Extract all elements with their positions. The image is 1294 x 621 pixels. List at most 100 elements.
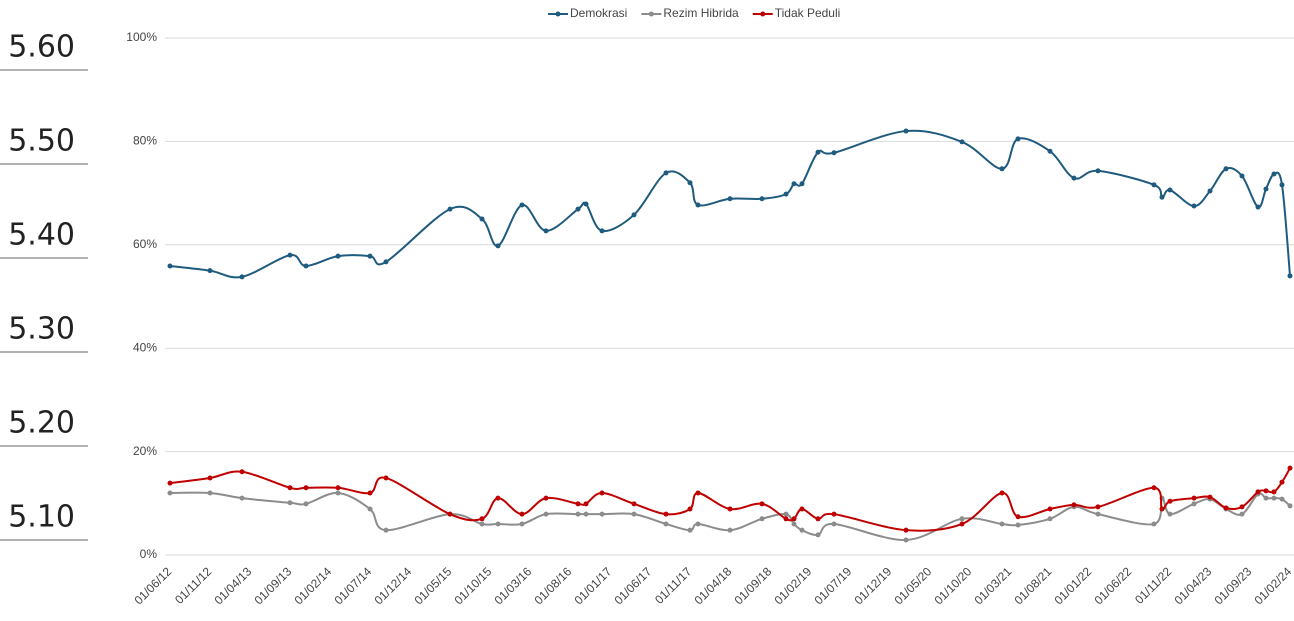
data-point — [792, 181, 797, 186]
data-point — [1000, 521, 1005, 526]
data-point — [168, 481, 173, 486]
legend-label: Rezim Hibrida — [663, 6, 739, 20]
data-point — [288, 500, 293, 505]
x-tick-label: 01/11/12 — [172, 564, 215, 607]
data-point — [384, 475, 389, 480]
data-point — [1272, 496, 1277, 501]
data-point — [664, 512, 669, 517]
data-point — [1152, 485, 1157, 490]
data-point — [240, 469, 245, 474]
data-point — [1160, 195, 1165, 200]
chart: 5.605.505.405.305.205.100%20%40%60%80%10… — [0, 0, 1294, 621]
data-point — [1168, 512, 1173, 517]
x-tick-label: 01/04/18 — [691, 564, 734, 607]
data-point — [1192, 496, 1197, 501]
data-point — [1096, 504, 1101, 509]
data-point — [336, 490, 341, 495]
data-point — [448, 207, 453, 212]
x-tick-label: 01/07/19 — [811, 564, 854, 607]
data-point — [1208, 189, 1213, 194]
x-tick-label: 01/01/17 — [571, 564, 614, 607]
data-point — [304, 263, 309, 268]
data-point — [1264, 186, 1269, 191]
data-point — [496, 496, 501, 501]
background-label: 5.30 — [8, 312, 75, 347]
x-tick-label: 01/09/18 — [731, 564, 774, 607]
x-tick-label: 01/02/24 — [1251, 564, 1294, 607]
data-point — [728, 528, 733, 533]
data-point — [288, 485, 293, 490]
x-tick-label: 01/06/12 — [131, 564, 174, 607]
data-point — [584, 512, 589, 517]
data-point — [688, 180, 693, 185]
data-point — [792, 516, 797, 521]
data-point — [496, 243, 501, 248]
x-tick-label: 01/05/20 — [891, 564, 934, 607]
y-tick-label: 0% — [140, 547, 158, 561]
data-point — [336, 254, 341, 259]
data-point — [1016, 523, 1021, 528]
data-point — [800, 506, 805, 511]
y-tick-label: 100% — [126, 30, 157, 44]
data-point — [1048, 506, 1053, 511]
data-point — [1168, 499, 1173, 504]
data-point — [1192, 204, 1197, 209]
data-point — [1168, 187, 1173, 192]
data-point — [1256, 489, 1261, 494]
legend-label: Tidak Peduli — [775, 6, 841, 20]
data-point — [520, 202, 525, 207]
x-tick-label: 01/05/15 — [411, 564, 454, 607]
data-point — [1288, 273, 1293, 278]
data-point — [600, 228, 605, 233]
data-point — [576, 207, 581, 212]
data-point — [832, 512, 837, 517]
data-point — [1208, 495, 1213, 500]
data-point — [544, 496, 549, 501]
data-point — [632, 212, 637, 217]
y-tick-label: 60% — [133, 237, 157, 251]
data-point — [832, 150, 837, 155]
y-tick-label: 20% — [133, 444, 157, 458]
x-tick-label: 01/04/23 — [1171, 564, 1214, 607]
data-point — [696, 490, 701, 495]
data-point — [208, 490, 213, 495]
data-point — [600, 512, 605, 517]
data-point — [304, 501, 309, 506]
data-point — [520, 512, 525, 517]
data-point — [792, 521, 797, 526]
data-point — [1152, 521, 1157, 526]
data-point — [1280, 182, 1285, 187]
data-point — [760, 516, 765, 521]
data-point — [1264, 488, 1269, 493]
data-point — [544, 228, 549, 233]
data-point — [1240, 512, 1245, 517]
data-point — [1096, 168, 1101, 173]
background-label: 5.50 — [8, 124, 75, 159]
data-point — [1272, 489, 1277, 494]
data-point — [800, 528, 805, 533]
data-point — [480, 521, 485, 526]
data-point — [1096, 512, 1101, 517]
data-point — [688, 506, 693, 511]
data-point — [368, 490, 373, 495]
x-tick-label: 01/08/21 — [1011, 564, 1054, 607]
data-point — [368, 506, 373, 511]
data-point — [960, 521, 965, 526]
data-point — [696, 202, 701, 207]
data-point — [1256, 205, 1261, 210]
data-point — [240, 274, 245, 279]
data-point — [584, 201, 589, 206]
data-point — [1048, 516, 1053, 521]
x-tick-label: 01/10/20 — [931, 564, 974, 607]
data-point — [688, 528, 693, 533]
data-point — [816, 150, 821, 155]
data-point — [728, 196, 733, 201]
data-point — [1000, 490, 1005, 495]
data-point — [1000, 166, 1005, 171]
background-label: 5.60 — [8, 30, 75, 65]
x-tick-label: 01/06/17 — [611, 564, 654, 607]
data-point — [1272, 171, 1277, 176]
data-point — [1280, 497, 1285, 502]
data-point — [632, 501, 637, 506]
data-point — [904, 129, 909, 134]
